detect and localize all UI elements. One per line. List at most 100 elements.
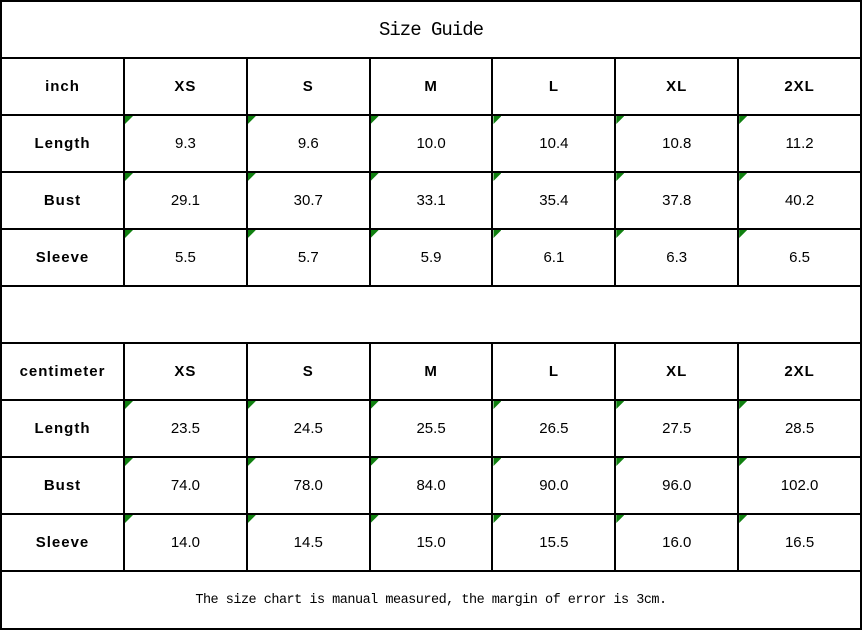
size-value-cell: 33.1 <box>368 171 494 230</box>
unit-header-centimeter: centimeter <box>0 342 125 401</box>
size-value: 74.0 <box>170 477 201 494</box>
cell-flag-triangle-icon <box>740 402 748 409</box>
size-value-cell: 26.5 <box>491 399 617 458</box>
centimeter-header-row: centimeter XS S M L XL 2XL <box>0 342 862 401</box>
cell-flag-triangle-icon <box>248 117 256 124</box>
cell-flag-triangle-icon <box>371 402 379 409</box>
cell-flag-triangle-icon <box>617 402 625 409</box>
cm-size-header-s: S <box>245 342 371 401</box>
cell-flag-triangle-icon <box>248 459 256 466</box>
unit-header-inch: inch <box>0 57 125 116</box>
cell-flag-triangle-icon <box>494 231 502 238</box>
cell-flag-triangle-icon <box>371 174 379 181</box>
cell-flag-triangle-icon <box>494 402 502 409</box>
size-value: 40.2 <box>784 192 815 209</box>
size-value-cell: 16.5 <box>737 513 862 572</box>
size-value-cell: 90.0 <box>491 456 617 515</box>
row-label-sleeve: Sleeve <box>0 228 125 287</box>
cell-flag-triangle-icon <box>494 459 502 466</box>
cell-flag-triangle-icon <box>248 516 256 523</box>
size-value-cell: 37.8 <box>614 171 740 230</box>
size-value: 24.5 <box>293 420 323 437</box>
size-value-cell: 6.5 <box>737 228 862 287</box>
size-value: 6.1 <box>543 249 565 266</box>
title-row: Size Guide <box>0 0 862 59</box>
cell-flag-triangle-icon <box>494 174 502 181</box>
cm-size-header-m: M <box>368 342 494 401</box>
cell-flag-triangle-icon <box>740 117 748 124</box>
cell-flag-triangle-icon <box>248 402 256 409</box>
cm-size-header-xs: XS <box>123 342 248 401</box>
inch-header-row: inch XS S M L XL 2XL <box>0 57 862 116</box>
cell-flag-triangle-icon <box>617 117 625 124</box>
size-value-cell: 24.5 <box>245 399 371 458</box>
table-row: Bust 74.0 78.0 84.0 90.0 96.0 102.0 <box>0 456 862 515</box>
size-value-cell: 96.0 <box>614 456 740 515</box>
footer-note: The size chart is manual measured, the m… <box>0 570 862 630</box>
size-value: 78.0 <box>293 477 323 494</box>
cell-flag-triangle-icon <box>740 174 748 181</box>
size-value: 23.5 <box>170 420 201 437</box>
size-value-cell: 10.4 <box>491 114 617 173</box>
cell-flag-triangle-icon <box>125 402 133 409</box>
size-value-cell: 29.1 <box>123 171 248 230</box>
size-value: 90.0 <box>539 477 569 494</box>
cell-flag-triangle-icon <box>617 174 625 181</box>
size-value-cell: 14.0 <box>123 513 248 572</box>
cell-flag-triangle-icon <box>617 231 625 238</box>
cell-flag-triangle-icon <box>494 117 502 124</box>
table-row: Sleeve 5.5 5.7 5.9 6.1 6.3 6.5 <box>0 228 862 287</box>
size-value: 28.5 <box>784 420 815 437</box>
size-value: 16.0 <box>662 534 692 551</box>
cell-flag-triangle-icon <box>617 516 625 523</box>
size-value: 11.2 <box>785 135 814 152</box>
cell-flag-triangle-icon <box>125 174 133 181</box>
size-value: 35.4 <box>539 192 569 209</box>
size-value: 10.8 <box>662 135 692 152</box>
size-value: 25.5 <box>416 420 446 437</box>
size-value-cell: 14.5 <box>245 513 371 572</box>
size-value: 96.0 <box>662 477 692 494</box>
row-label-bust: Bust <box>0 456 125 515</box>
size-value: 102.0 <box>780 477 819 494</box>
size-value: 10.0 <box>416 135 446 152</box>
table-row: Bust 29.1 30.7 33.1 35.4 37.8 40.2 <box>0 171 862 230</box>
size-value-cell: 35.4 <box>491 171 617 230</box>
size-value-cell: 102.0 <box>737 456 862 515</box>
size-value-cell: 6.1 <box>491 228 617 287</box>
table-row: Length 23.5 24.5 25.5 26.5 27.5 28.5 <box>0 399 862 458</box>
size-value: 5.7 <box>297 249 319 266</box>
size-value-cell: 9.3 <box>123 114 248 173</box>
cell-flag-triangle-icon <box>617 459 625 466</box>
size-value-cell: 6.3 <box>614 228 740 287</box>
cell-flag-triangle-icon <box>125 516 133 523</box>
cm-size-header-xl: XL <box>614 342 740 401</box>
size-value-cell: 5.9 <box>368 228 494 287</box>
size-value: 10.4 <box>539 135 569 152</box>
inch-size-header-s: S <box>245 57 371 116</box>
size-value: 84.0 <box>416 477 446 494</box>
size-value-cell: 27.5 <box>614 399 740 458</box>
size-value: 6.3 <box>666 249 688 266</box>
size-value-cell: 9.6 <box>245 114 371 173</box>
size-value: 29.1 <box>170 192 201 209</box>
size-value-cell: 5.5 <box>123 228 248 287</box>
cell-flag-triangle-icon <box>125 117 133 124</box>
size-value: 16.5 <box>784 534 815 551</box>
cell-flag-triangle-icon <box>371 516 379 523</box>
cell-flag-triangle-icon <box>494 516 502 523</box>
row-label-bust: Bust <box>0 171 125 230</box>
cell-flag-triangle-icon <box>371 231 379 238</box>
size-value: 15.0 <box>416 534 446 551</box>
size-value: 27.5 <box>662 420 692 437</box>
row-label-length: Length <box>0 114 125 173</box>
cm-size-header-l: L <box>491 342 617 401</box>
cell-flag-triangle-icon <box>125 231 133 238</box>
inch-size-header-m: M <box>368 57 494 116</box>
table-row: Length 9.3 9.6 10.0 10.4 10.8 11.2 <box>0 114 862 173</box>
size-value: 33.1 <box>416 192 446 209</box>
size-value-cell: 15.0 <box>368 513 494 572</box>
row-label-length: Length <box>0 399 125 458</box>
